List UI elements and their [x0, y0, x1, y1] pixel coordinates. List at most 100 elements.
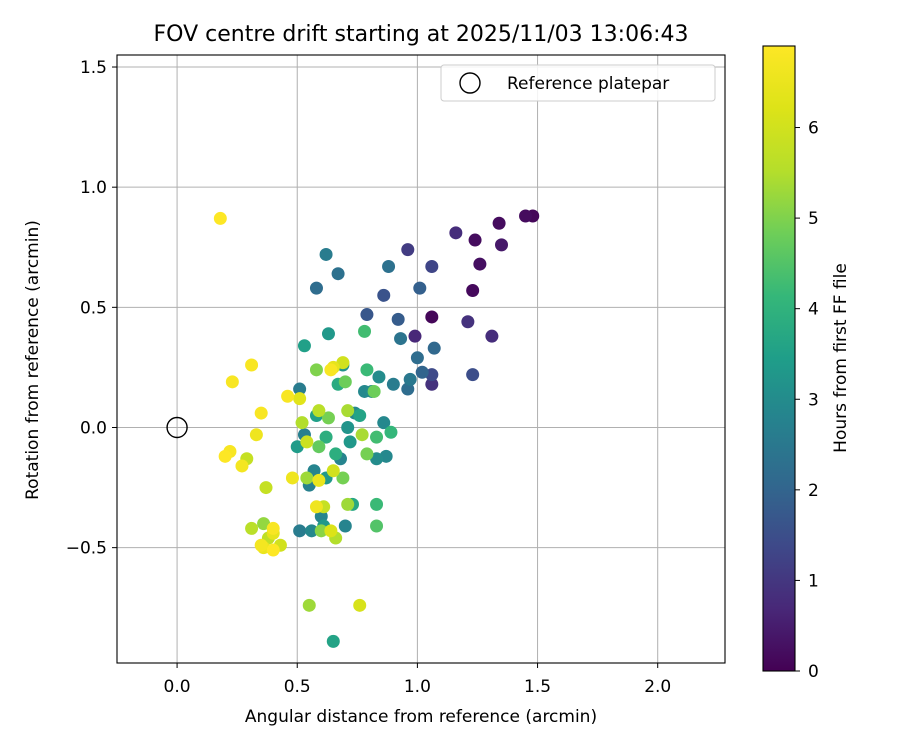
data-point	[360, 363, 374, 377]
data-point	[370, 497, 384, 511]
data-point	[312, 440, 326, 454]
data-point	[245, 358, 259, 372]
data-point	[324, 363, 338, 377]
data-point	[495, 238, 509, 252]
y-axis-label: Rotation from reference (arcmin)	[23, 220, 43, 500]
data-point	[492, 216, 506, 230]
data-point	[319, 430, 333, 444]
data-point	[257, 517, 271, 531]
data-point	[249, 428, 263, 442]
data-point	[370, 519, 384, 533]
data-point	[485, 329, 499, 343]
data-point	[408, 329, 422, 343]
data-point	[254, 538, 268, 552]
data-point	[372, 370, 386, 384]
data-point	[338, 519, 352, 533]
data-point	[331, 267, 345, 281]
x-tick-label: 2.0	[644, 677, 671, 697]
y-tick-label: 1.5	[80, 58, 107, 78]
colorbar-gradient	[762, 45, 796, 672]
x-tick-label: 1.0	[404, 677, 431, 697]
data-point	[377, 288, 391, 302]
plot-frame	[116, 54, 726, 664]
data-point	[391, 312, 405, 326]
data-point	[413, 281, 427, 295]
y-tick-label: 0.5	[80, 298, 107, 318]
colorbar-tick-label: 3	[808, 390, 819, 410]
legend-label: Reference platepar	[507, 74, 669, 94]
legend-box	[440, 64, 716, 102]
x-tick-label: 1.5	[524, 677, 551, 697]
data-point	[254, 406, 268, 420]
data-point	[355, 428, 369, 442]
data-point	[466, 284, 480, 298]
data-point	[343, 435, 357, 449]
data-point	[213, 211, 227, 225]
data-point	[519, 209, 533, 223]
data-point	[218, 449, 232, 463]
data-point	[290, 440, 304, 454]
colorbar-tick-label: 5	[808, 209, 819, 229]
data-point	[370, 452, 384, 466]
data-point	[329, 447, 343, 461]
reference-marker-layer	[166, 416, 188, 439]
data-point	[302, 598, 316, 612]
data-point	[461, 315, 475, 329]
colorbar-tick-label: 1	[808, 571, 819, 591]
data-point	[259, 481, 273, 495]
x-tick-label: 0.5	[284, 677, 311, 697]
data-point	[425, 310, 439, 324]
data-point	[309, 363, 323, 377]
data-point	[326, 464, 340, 478]
data-point	[319, 247, 333, 261]
y-tick-label: 0.0	[80, 418, 107, 438]
data-point	[300, 471, 314, 485]
data-point	[410, 351, 424, 365]
colorbar: 0 1 2 3 4 5 6 Hours from first FF file	[762, 45, 851, 682]
data-point	[425, 377, 439, 391]
data-point	[360, 308, 374, 322]
data-point	[415, 365, 429, 379]
data-point	[341, 497, 355, 511]
colorbar-tick-label: 2	[808, 481, 819, 501]
chart-title: FOV centre drift starting at 2025/11/03 …	[154, 22, 689, 47]
legend: Reference platepar	[440, 64, 716, 102]
data-point	[300, 435, 314, 449]
data-point	[281, 389, 295, 403]
data-point	[353, 598, 367, 612]
colorbar-tick-label: 0	[808, 662, 819, 682]
colorbar-label: Hours from first FF file	[831, 263, 851, 453]
reference-platepar-marker	[166, 416, 188, 439]
x-axis-label: Angular distance from reference (arcmin)	[245, 707, 597, 727]
data-point	[293, 524, 307, 538]
data-point	[321, 327, 335, 341]
data-point	[468, 233, 482, 247]
data-point	[336, 356, 350, 370]
data-point	[377, 416, 391, 430]
data-point	[312, 473, 326, 487]
data-point	[314, 524, 328, 538]
x-tick-label: 0.0	[164, 677, 191, 697]
data-point	[293, 382, 307, 396]
data-point	[309, 500, 323, 514]
data-point	[297, 339, 311, 353]
data-point	[312, 404, 326, 418]
data-point	[353, 408, 367, 422]
data-point	[360, 447, 374, 461]
data-point	[394, 332, 408, 346]
data-point	[449, 226, 463, 240]
data-point	[473, 257, 487, 271]
colorbar-tick-label: 6	[808, 119, 819, 139]
data-point	[321, 411, 335, 425]
data-point	[384, 425, 398, 439]
data-point	[401, 243, 415, 257]
data-point	[324, 524, 338, 538]
data-point	[336, 471, 350, 485]
data-point	[293, 392, 307, 406]
data-point	[403, 372, 417, 386]
data-point	[266, 521, 280, 535]
data-point	[338, 375, 352, 389]
y-tick-label: 1.0	[80, 178, 107, 198]
data-point	[427, 341, 441, 355]
